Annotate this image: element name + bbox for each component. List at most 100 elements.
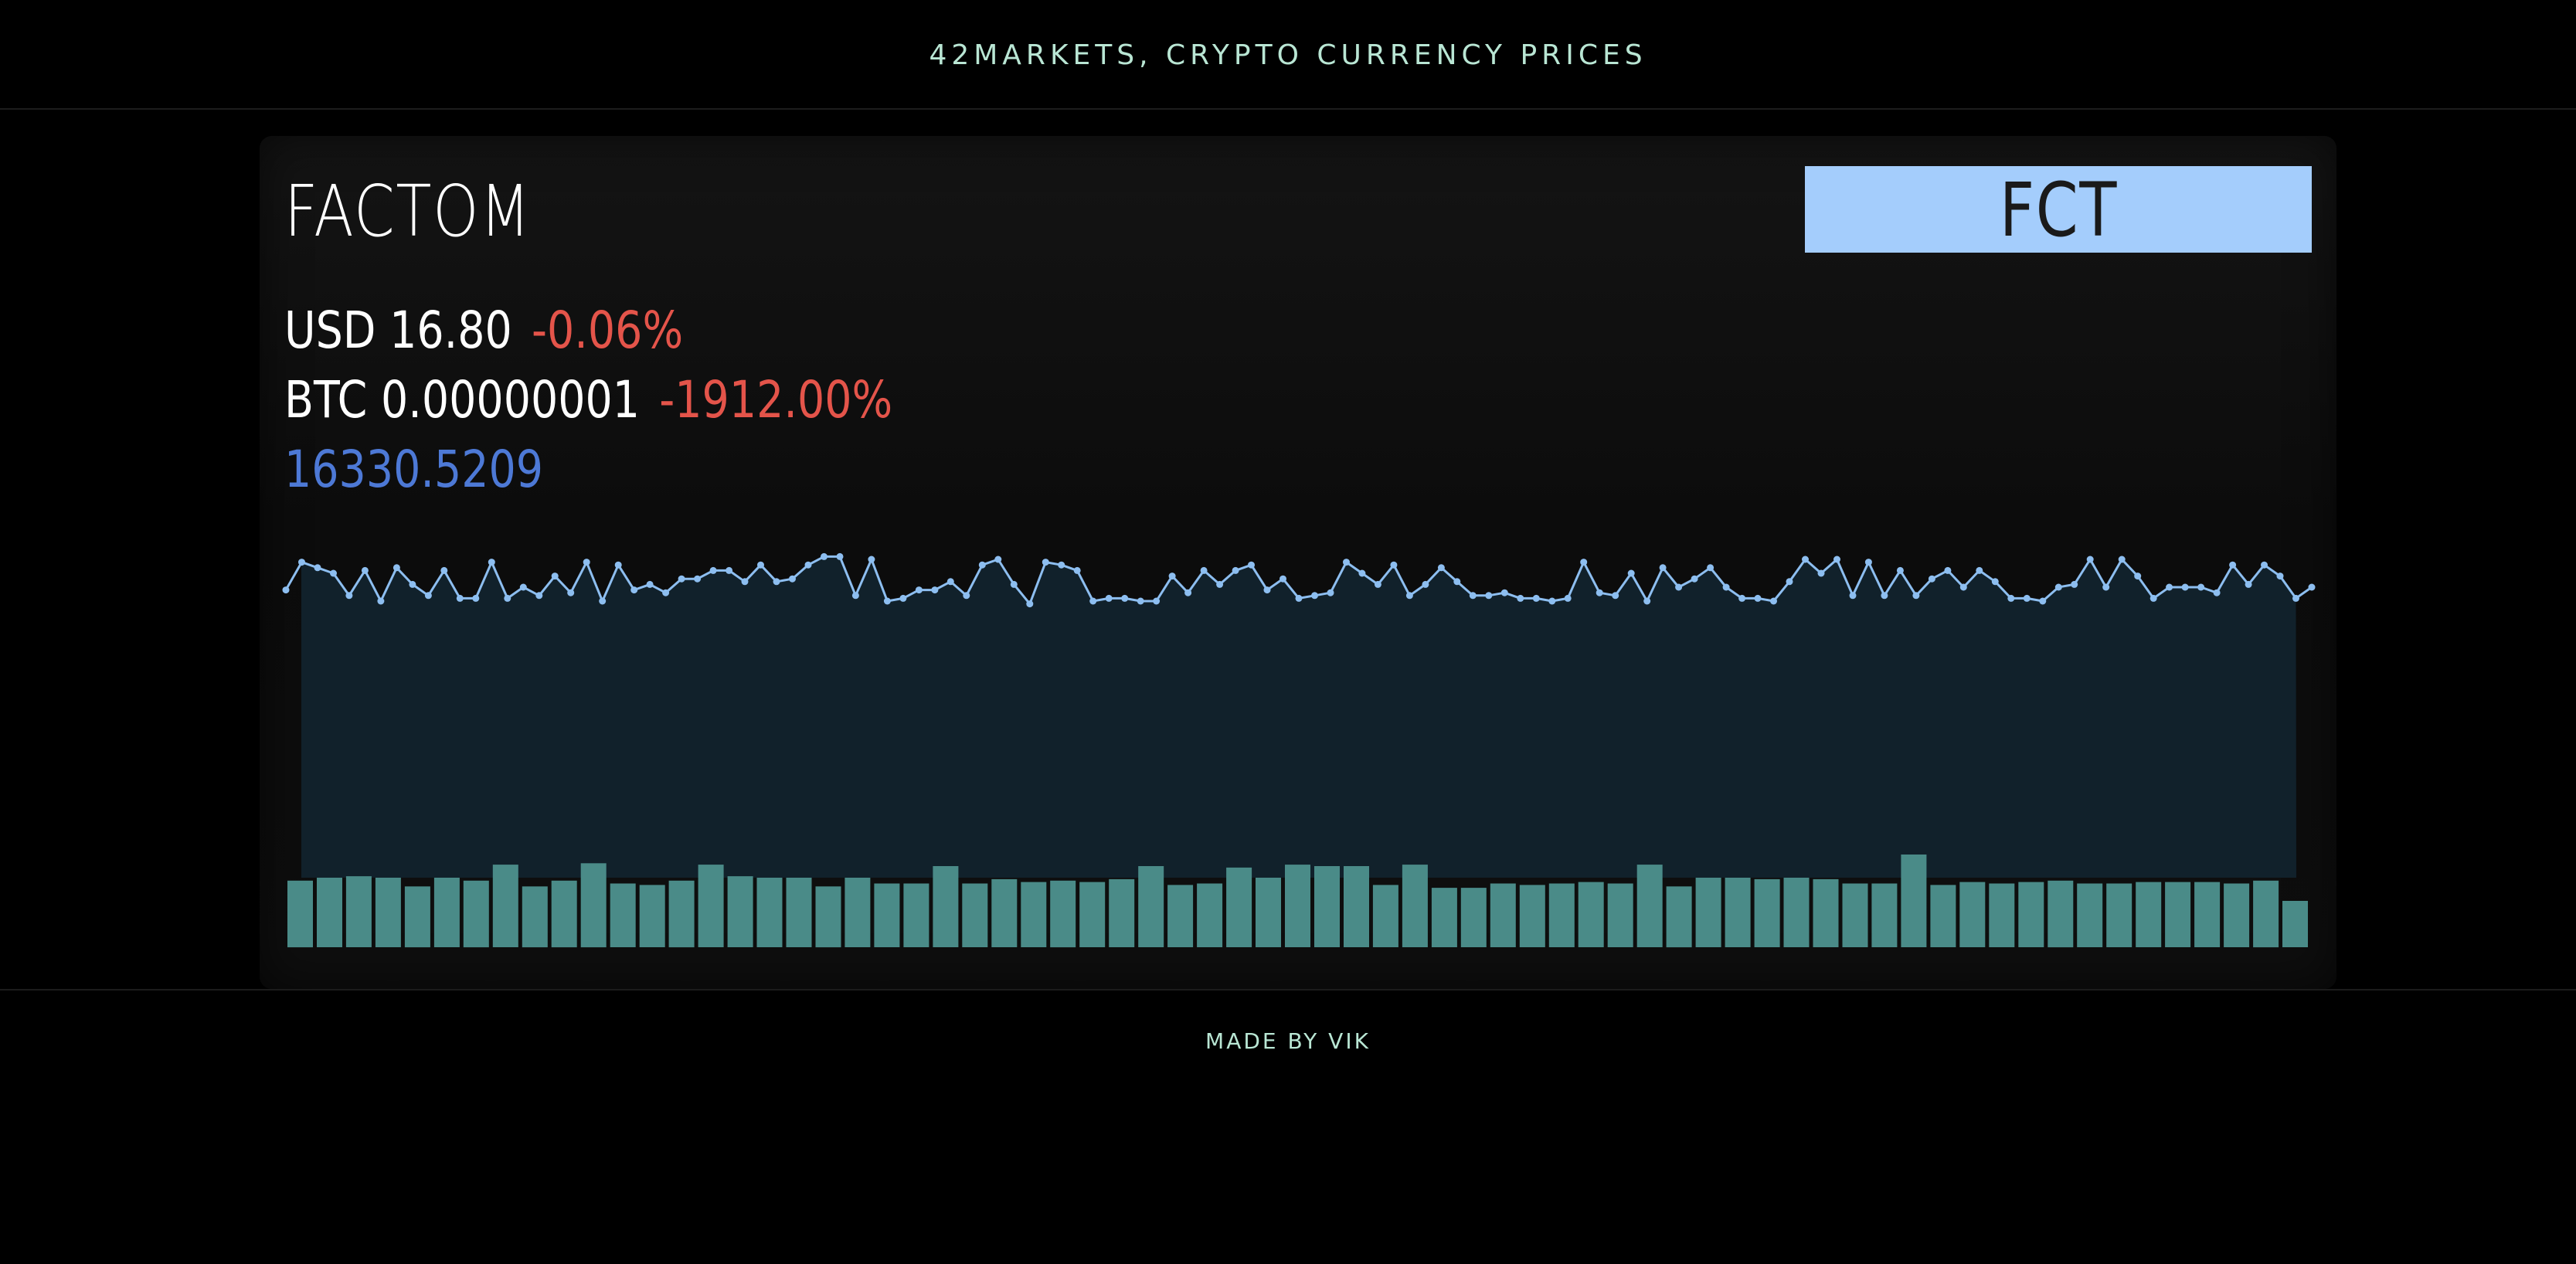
volume-bar: [580, 863, 607, 948]
price-point: [282, 586, 290, 594]
price-point: [330, 569, 337, 577]
volume-bar: [1197, 883, 1223, 947]
volume-bar: [433, 878, 460, 947]
price-point: [789, 575, 796, 583]
price-point: [2213, 589, 2221, 596]
price-point: [1280, 575, 1286, 583]
price-point: [1675, 583, 1683, 591]
coin-symbol-badge[interactable]: FCT: [1805, 166, 2312, 253]
extra-value: 16330.5209: [284, 440, 544, 499]
usd-price: USD 16.80: [284, 301, 512, 360]
price-point: [868, 556, 875, 563]
volume-bar: [1226, 867, 1252, 947]
volume-bar: [287, 880, 313, 948]
volume-bar: [2282, 901, 2308, 947]
price-point: [1770, 597, 1777, 605]
price-point: [393, 564, 400, 572]
volume-bar: [2165, 882, 2191, 947]
price-point: [1168, 573, 1176, 580]
price-point: [1343, 559, 1350, 566]
price-point: [1422, 580, 1429, 588]
btc-price-row: BTC 0.00000001 -1912.00%: [284, 369, 892, 431]
price-point: [1659, 564, 1667, 572]
btc-price: BTC 0.00000001: [284, 370, 641, 430]
price-point: [614, 561, 622, 569]
price-volume-chart: [282, 552, 2316, 948]
volume-bar: [404, 886, 430, 948]
price-point: [1437, 564, 1445, 572]
price-point: [2086, 556, 2094, 563]
volume-bar: [1783, 878, 1810, 947]
price-point: [804, 561, 812, 569]
price-point: [2102, 583, 2110, 591]
price-area-layer: [301, 556, 2296, 878]
price-point: [1058, 561, 1065, 569]
volume-bar: [610, 883, 636, 947]
price-point: [726, 566, 733, 574]
price-point: [1121, 594, 1129, 602]
volume-bar: [933, 866, 959, 947]
price-point: [1358, 569, 1366, 577]
volume-bar: [1578, 882, 1604, 947]
volume-bar: [845, 878, 871, 947]
volume-bar: [903, 883, 929, 947]
volume-bar: [1402, 865, 1428, 947]
price-point: [1026, 600, 1034, 608]
price-point: [946, 578, 954, 586]
volume-bar: [1372, 885, 1398, 947]
price-point: [345, 592, 353, 600]
price-point: [1564, 594, 1572, 602]
price-point: [678, 575, 685, 583]
volume-bar: [1813, 878, 1839, 947]
price-point: [2007, 594, 2015, 602]
volume-bar: [492, 865, 518, 947]
volume-bar: [1930, 885, 1956, 947]
volume-bar: [2018, 882, 2044, 947]
volume-bar: [2077, 883, 2103, 947]
price-point: [646, 580, 654, 588]
price-point: [2197, 583, 2205, 591]
price-point: [1738, 594, 1746, 602]
price-point: [2071, 580, 2078, 588]
price-point: [1580, 559, 1588, 566]
price-point: [1137, 597, 1144, 605]
volume-bar: [1989, 883, 2015, 947]
price-point: [1517, 594, 1524, 602]
price-point: [1928, 575, 1935, 583]
volume-bar: [551, 880, 577, 948]
volume-bar: [1079, 882, 1106, 947]
volume-bar: [991, 878, 1018, 947]
price-point: [773, 578, 780, 586]
price-point: [1548, 597, 1556, 605]
volume-bar: [345, 876, 372, 947]
price-point: [551, 573, 559, 580]
price-point: [2292, 594, 2299, 602]
volume-bar: [1285, 865, 1310, 947]
price-point: [1485, 592, 1493, 600]
price-point: [1232, 566, 1239, 574]
price-point: [1627, 569, 1635, 577]
price-point: [472, 594, 480, 602]
volume-bar: [375, 878, 401, 947]
price-point: [978, 561, 986, 569]
price-point: [883, 597, 891, 605]
volume-bar: [874, 883, 900, 947]
price-point: [1184, 589, 1192, 596]
volume-bar: [1021, 882, 1047, 947]
volume-bar: [1548, 883, 1575, 947]
price-point: [2181, 583, 2189, 591]
price-point: [2039, 597, 2047, 605]
price-point: [1327, 589, 1334, 596]
price-point: [1073, 566, 1081, 574]
volume-bar: [1666, 886, 1692, 948]
price-point: [519, 583, 527, 591]
price-point: [1042, 559, 1049, 566]
price-point: [583, 559, 590, 566]
price-point: [1691, 575, 1698, 583]
volume-bar: [1842, 883, 1868, 947]
site-footer: MADE BY VIK: [0, 989, 2576, 1082]
volume-bar: [639, 885, 665, 947]
price-area: [301, 556, 2296, 878]
price-point: [1405, 592, 1413, 600]
volume-bar: [2194, 882, 2221, 947]
